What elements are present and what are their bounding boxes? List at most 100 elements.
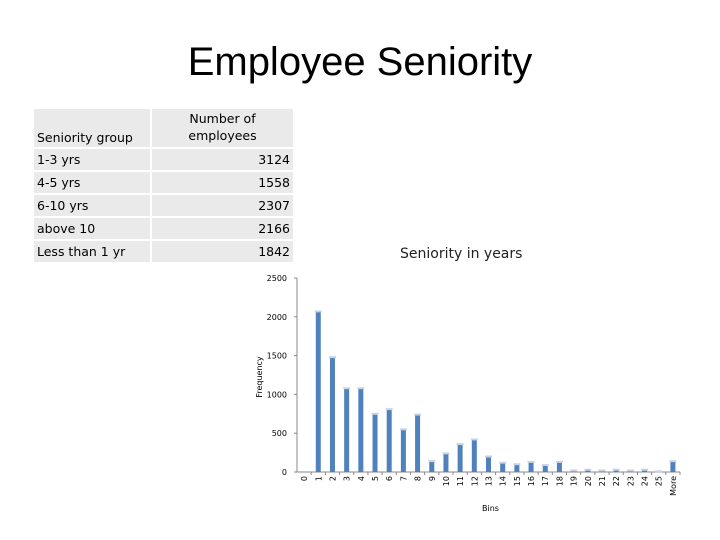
table-row: above 10 2166 bbox=[34, 218, 293, 239]
x-tick-label: 22 bbox=[612, 476, 621, 486]
x-tick-label: 3 bbox=[343, 476, 352, 481]
histogram-bar bbox=[514, 464, 520, 472]
histogram-bar bbox=[542, 465, 548, 472]
bar-cap bbox=[357, 387, 365, 390]
x-tick-label: 24 bbox=[641, 476, 650, 486]
bar-cap bbox=[314, 310, 322, 313]
histogram-bar bbox=[415, 414, 421, 472]
x-tick-label: 19 bbox=[570, 476, 579, 486]
bar-cap bbox=[399, 428, 407, 431]
histogram-bar bbox=[400, 429, 406, 472]
bar-cap bbox=[598, 469, 606, 472]
x-tick-label: 13 bbox=[485, 476, 494, 486]
histogram-bar bbox=[528, 461, 534, 472]
y-tick-label: 1000 bbox=[267, 390, 287, 399]
x-tick-label: 0 bbox=[300, 476, 309, 481]
count-cell: 2307 bbox=[152, 195, 293, 216]
group-cell: 1-3 yrs bbox=[34, 149, 150, 170]
y-tick-label: 2500 bbox=[267, 274, 287, 283]
histogram-bar bbox=[329, 357, 335, 472]
histogram-bar bbox=[386, 409, 392, 472]
histogram-bar bbox=[486, 456, 491, 472]
group-cell: above 10 bbox=[34, 218, 150, 239]
bar-cap bbox=[555, 460, 563, 463]
column-header-count: Number of employees bbox=[152, 109, 293, 147]
bar-cap bbox=[570, 469, 578, 472]
x-tick-label: More bbox=[669, 476, 678, 496]
bar-cap bbox=[584, 468, 592, 471]
x-tick-label: 7 bbox=[399, 476, 408, 481]
bar-cap bbox=[414, 413, 422, 416]
histogram-bar bbox=[585, 469, 591, 472]
histogram-bar bbox=[443, 453, 449, 472]
bar-cap bbox=[541, 464, 549, 467]
histogram-bar bbox=[358, 388, 364, 472]
x-tick-label: 9 bbox=[428, 476, 437, 481]
y-tick-label: 0 bbox=[282, 468, 287, 477]
histogram-bar bbox=[556, 461, 562, 472]
x-axis-title: Bins bbox=[482, 504, 499, 513]
x-tick-label: 2 bbox=[328, 476, 337, 481]
x-tick-label: 1 bbox=[314, 476, 323, 481]
count-cell: 1558 bbox=[152, 172, 293, 193]
seniority-table: Seniority group Number of employees 1-3 … bbox=[34, 107, 293, 264]
x-tick-label: 8 bbox=[414, 476, 423, 481]
x-tick-label: 6 bbox=[385, 476, 394, 481]
group-cell: 4-5 yrs bbox=[34, 172, 150, 193]
y-tick-label: 500 bbox=[272, 429, 287, 438]
y-tick-label: 2000 bbox=[267, 313, 287, 322]
histogram-bar bbox=[429, 461, 435, 472]
bar-cap bbox=[499, 461, 507, 464]
group-cell: Less than 1 yr bbox=[34, 241, 150, 262]
histogram-bar bbox=[471, 439, 477, 472]
x-tick-label: 12 bbox=[470, 476, 479, 486]
bar-cap bbox=[612, 468, 620, 471]
x-tick-label: 4 bbox=[357, 476, 366, 481]
bar-cap bbox=[385, 408, 393, 411]
histogram-bar bbox=[642, 469, 648, 472]
x-tick-label: 16 bbox=[527, 476, 536, 486]
bar-cap bbox=[442, 452, 450, 455]
bar-cap bbox=[428, 460, 436, 463]
bar-cap bbox=[527, 460, 535, 463]
x-tick-label: 10 bbox=[442, 476, 451, 486]
y-axis-title: Frequency bbox=[255, 356, 264, 398]
bar-cap bbox=[485, 455, 492, 458]
bar-cap bbox=[669, 460, 677, 463]
histogram-bar bbox=[613, 469, 619, 472]
x-tick-label: 23 bbox=[626, 476, 635, 486]
x-tick-label: 17 bbox=[541, 476, 550, 486]
bar-cap bbox=[328, 356, 336, 359]
histogram-bar bbox=[670, 461, 676, 472]
x-tick-label: 21 bbox=[598, 476, 607, 486]
bar-cap bbox=[470, 438, 478, 441]
x-tick-label: 25 bbox=[655, 476, 664, 486]
table-row: 1-3 yrs 3124 bbox=[34, 149, 293, 170]
x-tick-label: 18 bbox=[555, 476, 564, 486]
table-row: 6-10 yrs 2307 bbox=[34, 195, 293, 216]
slide-title: Employee Seniority bbox=[187, 40, 533, 84]
x-tick-label: 14 bbox=[499, 476, 508, 486]
x-tick-label: 15 bbox=[513, 476, 522, 486]
histogram-bar bbox=[315, 311, 321, 472]
count-cell: 1842 bbox=[152, 241, 293, 262]
column-header-group: Seniority group bbox=[34, 109, 150, 147]
x-tick-label: 11 bbox=[456, 476, 465, 486]
bar-cap bbox=[343, 387, 351, 390]
table-header-row: Seniority group Number of employees bbox=[34, 109, 293, 147]
bar-cap bbox=[513, 463, 521, 466]
bar-cap bbox=[371, 412, 379, 415]
y-tick-label: 1500 bbox=[267, 352, 287, 361]
count-cell: 3124 bbox=[152, 149, 293, 170]
bar-cap bbox=[626, 469, 634, 472]
histogram-bar bbox=[372, 413, 378, 472]
histogram-bar bbox=[344, 388, 350, 472]
histogram-bar bbox=[500, 462, 506, 472]
chart-title: Seniority in years bbox=[400, 246, 523, 262]
group-cell: 6-10 yrs bbox=[34, 195, 150, 216]
bar-cap bbox=[641, 468, 649, 471]
table-row: 4-5 yrs 1558 bbox=[34, 172, 293, 193]
bar-cap bbox=[456, 443, 464, 446]
x-tick-label: 20 bbox=[584, 476, 593, 486]
